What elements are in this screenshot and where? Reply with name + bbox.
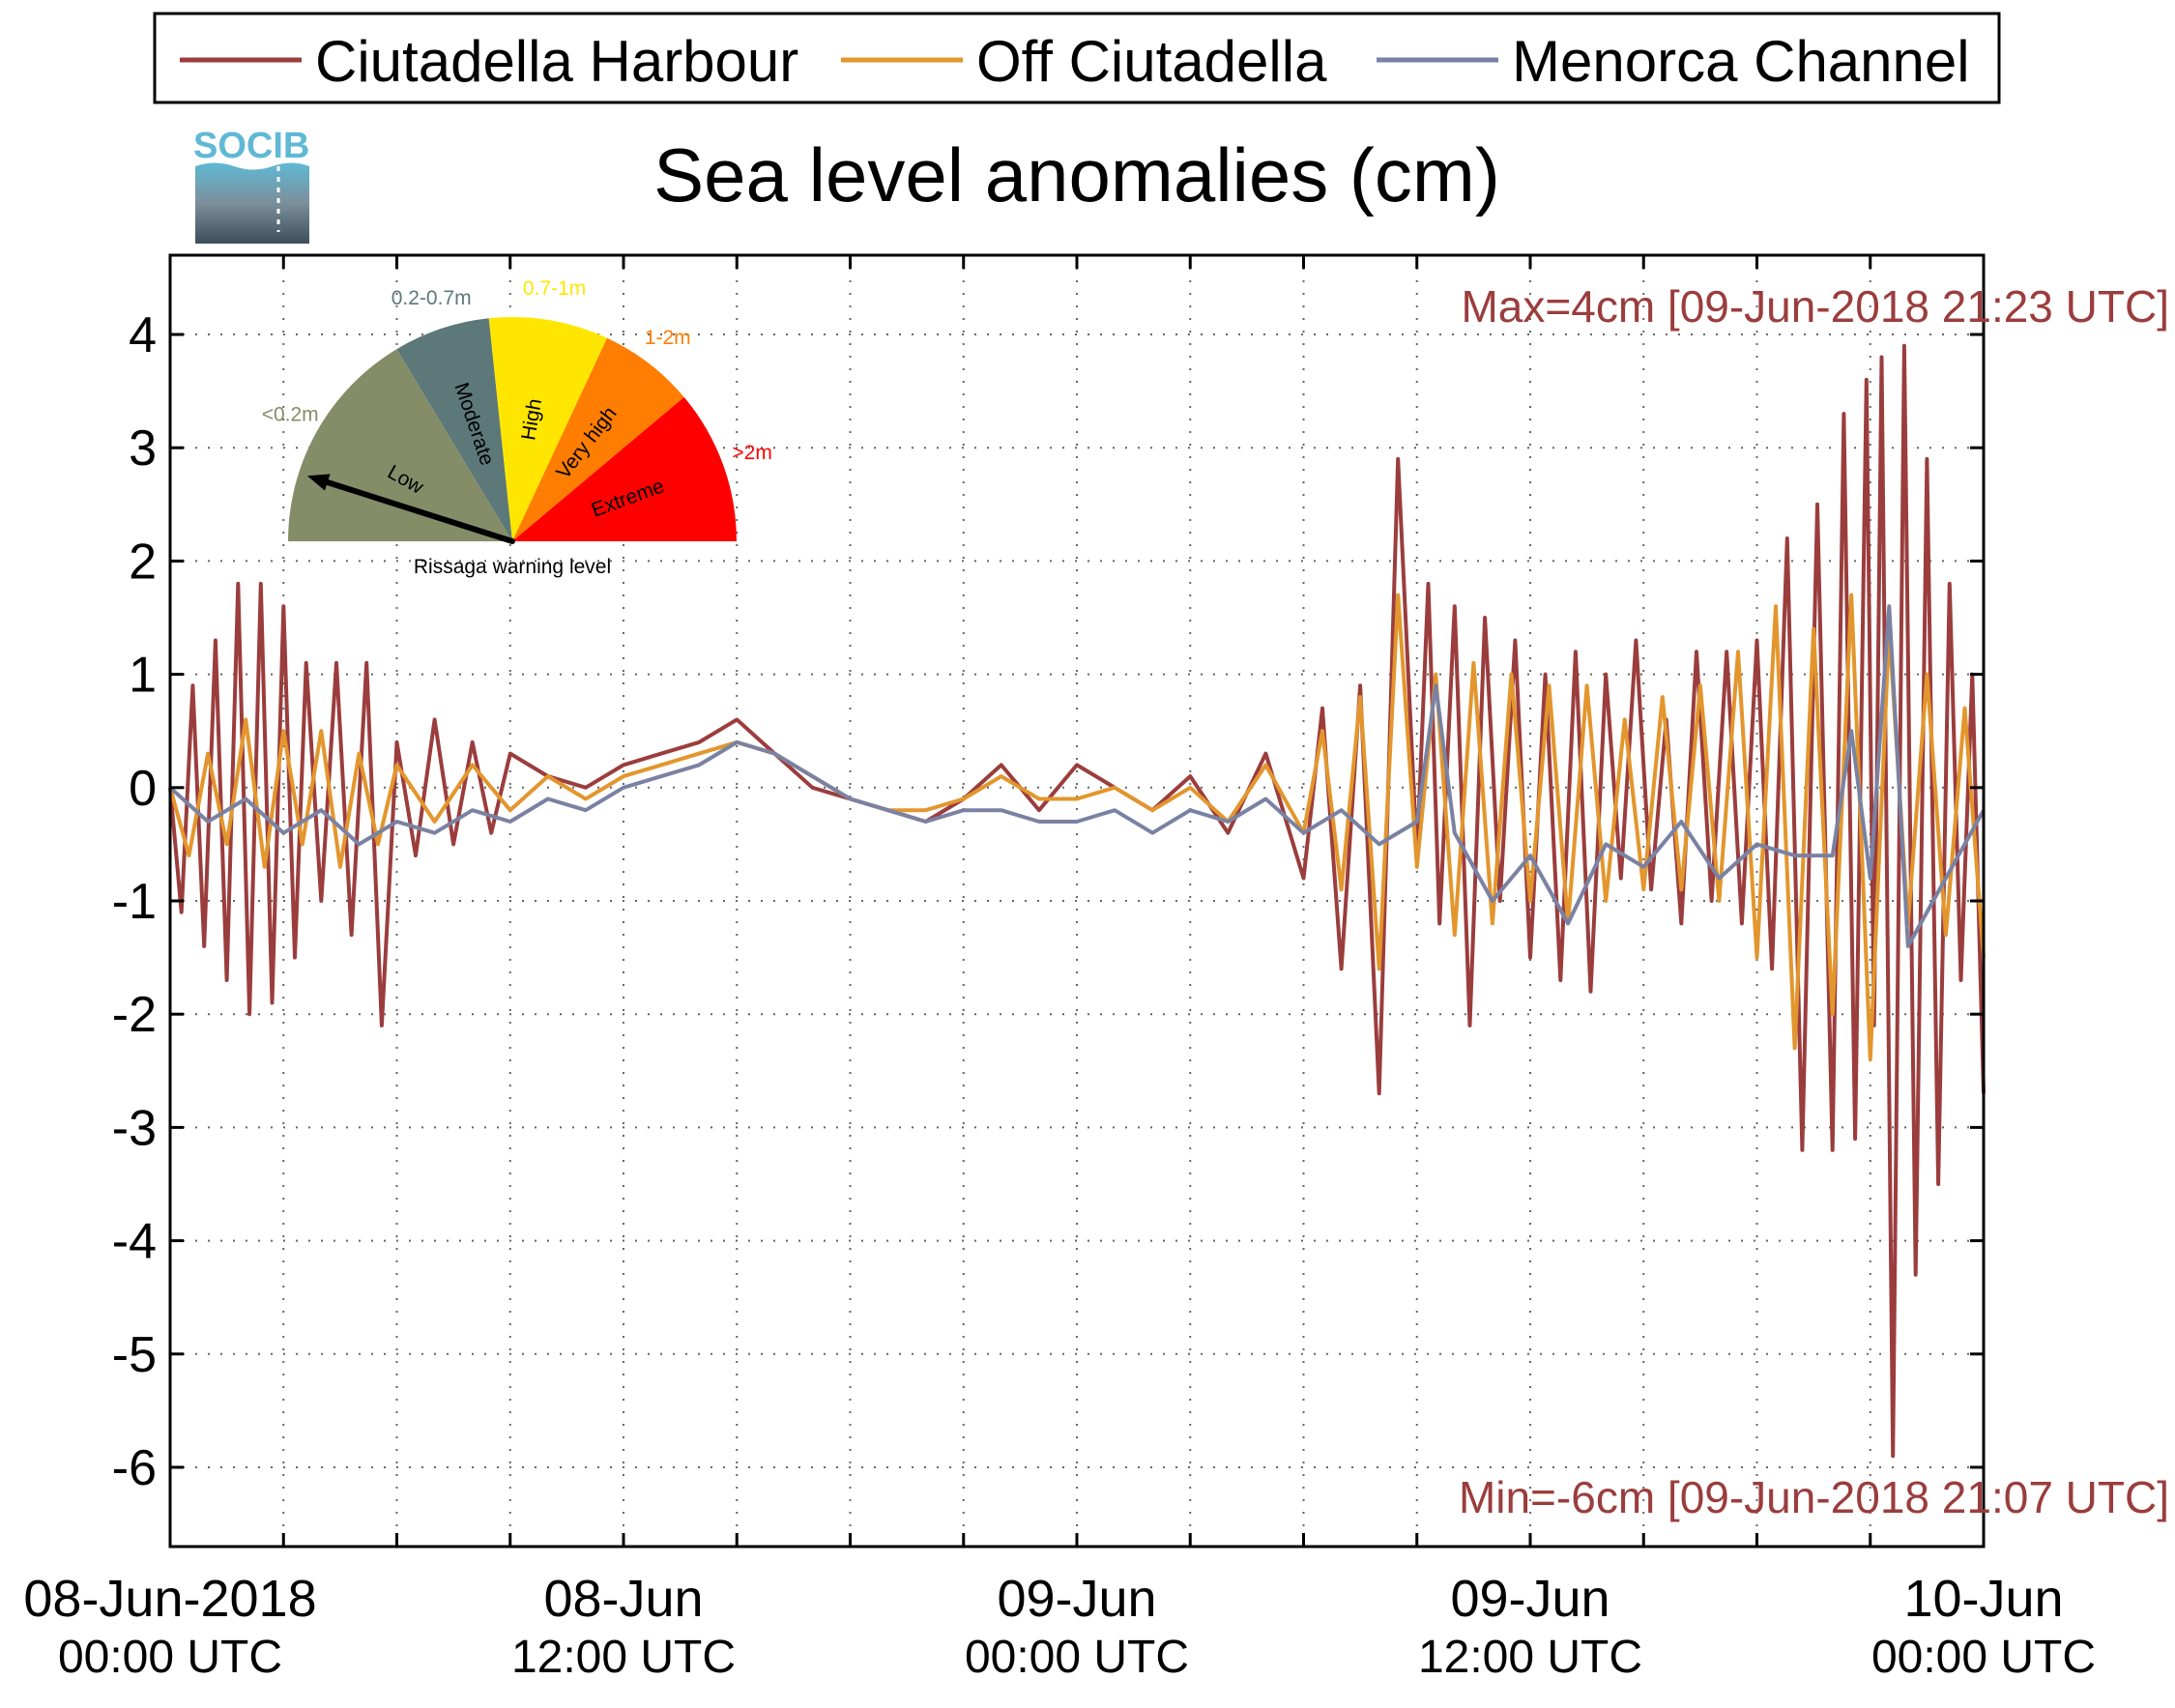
gauge-sector-extreme <box>512 396 737 541</box>
gauge-needle-head <box>306 474 331 491</box>
y-tick-label: 3 <box>129 420 157 477</box>
gauge-title: Rissaga warning level <box>414 556 611 578</box>
y-tick-label: -1 <box>112 874 157 930</box>
y-tick-label: -2 <box>112 987 157 1043</box>
y-tick-label: -5 <box>112 1327 157 1383</box>
series-layer <box>168 343 1986 1459</box>
x-tick-label: 09-Jun <box>1450 1570 1610 1628</box>
x-tick-label: 08-Jun-2018 <box>23 1570 316 1628</box>
gauge-needle <box>324 479 515 544</box>
y-tick-label: -3 <box>112 1100 157 1156</box>
x-tick-label: 08-Jun <box>543 1570 703 1628</box>
x-tick-label: 10-Jun <box>1903 1570 2063 1628</box>
legend-label-off-ciutadella: Off Ciutadella <box>976 29 1327 94</box>
logo-wave-block <box>195 162 309 244</box>
gauge-sector-high <box>488 317 607 541</box>
logo-text: SOCIB <box>193 126 309 166</box>
legend-frame <box>153 12 2001 104</box>
x-tick-sublabel: 00:00 UTC <box>1871 1632 2096 1683</box>
gauge-range-label: <0.2m <box>262 404 319 426</box>
legend-label-menorca-channel: Menorca Channel <box>1512 29 1970 94</box>
x-tick-sublabel: 00:00 UTC <box>965 1632 1189 1683</box>
y-tick-label: -6 <box>112 1440 157 1496</box>
x-tick-sublabel: 00:00 UTC <box>58 1632 282 1683</box>
y-tick-label: 2 <box>129 534 157 590</box>
gauge-range-label: 0.2-0.7m <box>392 287 472 309</box>
max-annotation: Max=4cm [09-Jun-2018 21:23 UTC] <box>1461 281 2169 332</box>
series-line-menorca-channel <box>168 604 1986 948</box>
series-line-ciutadella-harbour <box>168 343 1986 1459</box>
y-tick-label: -4 <box>112 1214 157 1270</box>
x-tick-sublabel: 12:00 UTC <box>1418 1632 1642 1683</box>
y-tick-label: 0 <box>129 761 157 817</box>
legend: Ciutadella Harbour Off Ciutadella Menorc… <box>153 12 2001 104</box>
gauge-sector-moderate <box>396 318 512 541</box>
gauge-sector-very-high <box>512 337 684 541</box>
grid <box>170 255 1984 1547</box>
gauge-sector-low <box>288 349 512 541</box>
gauge-range-label: 0.7-1m <box>523 277 586 300</box>
chart-title: Sea level anomalies (cm) <box>653 132 1500 217</box>
y-tick-label: 4 <box>129 307 157 363</box>
gauge-range-label: 1-2m <box>645 327 691 349</box>
gauge-range-label: >2m <box>732 442 771 464</box>
y-tick-label: 1 <box>129 648 157 704</box>
min-annotation: Min=-6cm [09-Jun-2018 21:07 UTC] <box>1459 1472 2169 1522</box>
x-tick-sublabel: 12:00 UTC <box>511 1632 736 1683</box>
socib-logo: SOCIB <box>193 126 309 244</box>
legend-label-ciutadella-harbour: Ciutadella Harbour <box>315 29 798 94</box>
x-tick-label: 09-Jun <box>997 1570 1156 1628</box>
